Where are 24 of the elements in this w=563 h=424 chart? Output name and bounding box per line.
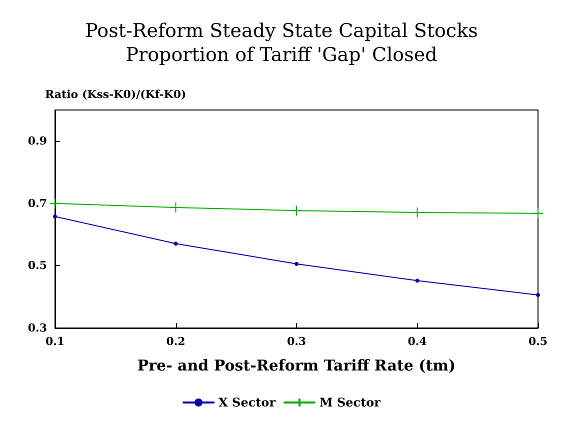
x-tick-label: 0.4 (408, 335, 428, 348)
x-tick-label: 0.1 (45, 335, 65, 348)
y-tick-label: 0.5 (28, 259, 47, 272)
point (536, 292, 540, 297)
x-tick-label: 0.3 (286, 335, 306, 348)
y-tick-label: 0.9 (28, 134, 47, 148)
point (415, 278, 420, 283)
point (291, 205, 302, 216)
y-tick-label: 0.7 (28, 196, 47, 210)
point (50, 198, 60, 209)
point (532, 208, 544, 219)
legend-label: M Sector (320, 396, 382, 410)
x-axis-title: Pre- and Post-Reform Tariff Rate (tm) (137, 356, 456, 374)
point (53, 214, 57, 219)
y-tick-label: 0.3 (28, 322, 47, 334)
legend-label: X Sector (218, 396, 276, 410)
x-tick-label: 0.2 (166, 335, 186, 348)
x-tick-label: 0.5 (528, 335, 548, 348)
chart-title: Post-Reform Steady State Capital Stocks Proportion of Tariff 'Gap' Closed (85, 20, 478, 66)
point (294, 262, 298, 266)
point (170, 202, 182, 213)
point (412, 206, 423, 218)
point (174, 242, 178, 246)
y-axis-title: Ratio (Kss-K0)/(Kf-K0) (45, 88, 186, 101)
